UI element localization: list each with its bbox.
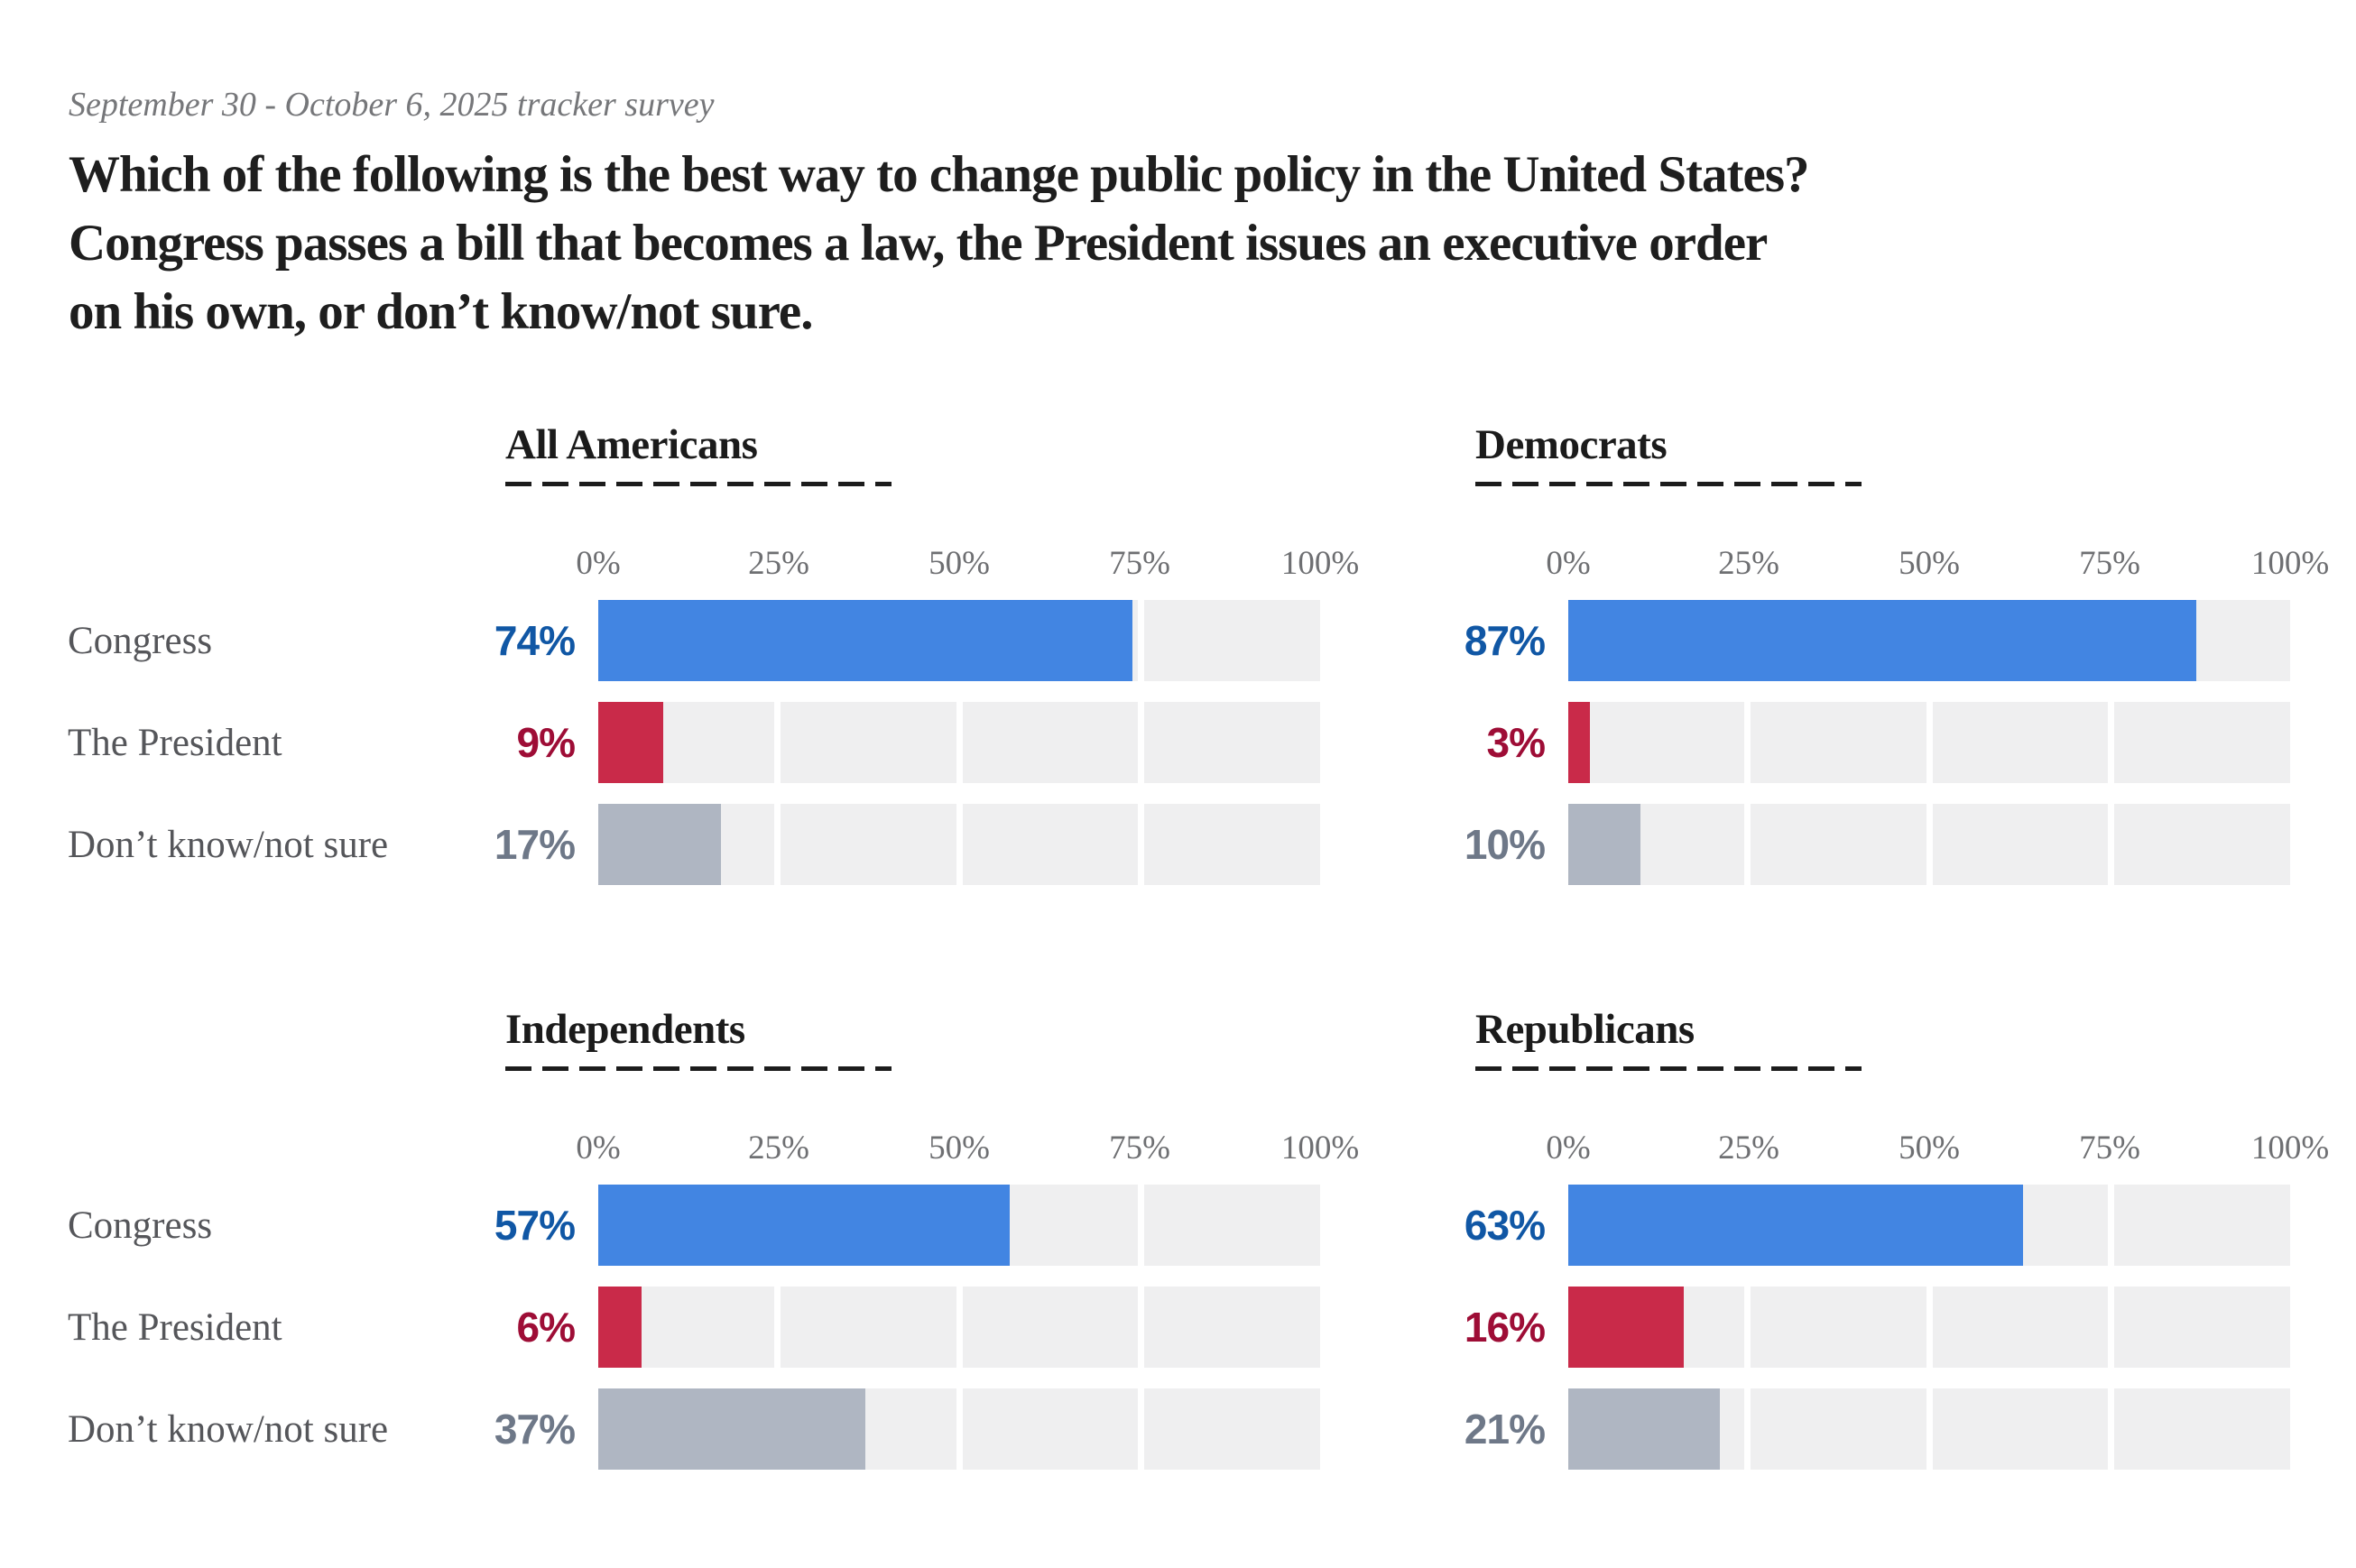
bar-row-president: The President 6% — [68, 1287, 1320, 1368]
question-headline: Which of the following is the best way t… — [69, 141, 1810, 346]
bar-dont-know — [1568, 1388, 1720, 1470]
bar-track — [598, 600, 1320, 681]
survey-date-subtitle: September 30 - October 6, 2025 tracker s… — [69, 86, 715, 124]
chart-title: Democrats — [1475, 421, 1668, 468]
bar-track — [598, 804, 1320, 885]
value-label: 6% — [516, 1304, 576, 1351]
bar-track — [1568, 702, 2290, 783]
axis-tick: 0% — [576, 545, 621, 582]
title-dashed-underline — [505, 1066, 892, 1071]
value-label: 63% — [1464, 1202, 1546, 1249]
bar-congress — [598, 600, 1132, 681]
category-label: Congress — [68, 1204, 213, 1247]
question-line-2: Congress passes a bill that becomes a la… — [69, 215, 1768, 272]
bar-congress — [598, 1185, 1010, 1266]
question-line-3: on his own, or don’t know/not sure. — [69, 283, 813, 340]
value-label: 17% — [494, 821, 576, 868]
chart-republicans: Republicans 0% 25% 50% 75% 100% 63% 16% … — [1439, 1006, 2329, 1470]
axis-tick: 50% — [1899, 1130, 1960, 1167]
bar-rows: 87% 3% 10% — [1439, 600, 2290, 885]
x-axis: 0% 25% 50% 75% 100% — [576, 1129, 1359, 1168]
category-label: Don’t know/not sure — [68, 823, 389, 866]
x-axis: 0% 25% 50% 75% 100% — [1546, 1129, 2329, 1168]
chart-all-americans: All Americans 0% 25% 50% 75% 100% Congre… — [68, 421, 1359, 885]
axis-tick: 75% — [1109, 1130, 1170, 1167]
axis-tick: 100% — [2250, 1130, 2330, 1167]
bar-track — [598, 702, 1320, 783]
chart-democrats: Democrats 0% 25% 50% 75% 100% 87% 3% 10% — [1439, 421, 2329, 885]
category-label: Don’t know/not sure — [68, 1407, 389, 1451]
bar-rows: Congress 74% The President 9% Don’t know… — [68, 600, 1320, 885]
value-label: 10% — [1464, 821, 1546, 868]
bar-track — [1568, 804, 2290, 885]
bar-row-dont-know: Don’t know/not sure 17% — [68, 804, 1320, 885]
bar-row-dont-know: 10% — [1439, 804, 2290, 885]
axis-tick: 25% — [748, 545, 809, 582]
chart-title: All Americans — [505, 421, 758, 468]
value-label: 16% — [1464, 1304, 1546, 1351]
bar-row-president: The President 9% — [68, 702, 1320, 783]
bar-president — [598, 1287, 642, 1368]
bar-row-congress: 63% — [1439, 1185, 2290, 1266]
bar-row-congress: Congress 57% — [68, 1185, 1320, 1266]
bar-rows: Congress 57% The President 6% Don’t know… — [68, 1185, 1320, 1470]
title-dashed-underline — [1475, 482, 1862, 486]
bar-congress — [1568, 1185, 2023, 1266]
bar-track — [1568, 600, 2290, 681]
axis-tick: 75% — [2079, 1130, 2140, 1167]
value-label: 9% — [516, 719, 576, 766]
question-line-1: Which of the following is the best way t… — [69, 146, 1810, 203]
axis-tick: 100% — [1280, 545, 1360, 582]
title-dashed-underline — [505, 482, 892, 486]
value-label: 87% — [1464, 617, 1546, 664]
bar-dont-know — [598, 1388, 865, 1470]
bar-dont-know — [1568, 804, 1640, 885]
bar-rows: 63% 16% 21% — [1439, 1185, 2290, 1470]
bar-track — [598, 1287, 1320, 1368]
bar-track — [598, 1185, 1320, 1266]
bar-row-president: 16% — [1439, 1287, 2290, 1368]
category-label: The President — [68, 721, 282, 764]
axis-tick: 0% — [1546, 545, 1591, 582]
bar-track — [1568, 1388, 2290, 1470]
axis-tick: 0% — [1546, 1130, 1591, 1167]
axis-tick: 50% — [929, 545, 990, 582]
bar-row-congress: Congress 74% — [68, 600, 1320, 681]
bar-track — [598, 1388, 1320, 1470]
bar-track — [1568, 1185, 2290, 1266]
bar-row-president: 3% — [1439, 702, 2290, 783]
bar-track — [1568, 1287, 2290, 1368]
title-dashed-underline — [1475, 1066, 1862, 1071]
axis-tick: 25% — [1718, 1130, 1779, 1167]
bar-president — [598, 702, 663, 783]
bar-congress — [1568, 600, 2196, 681]
chart-independents: Independents 0% 25% 50% 75% 100% Congres… — [68, 1006, 1359, 1470]
value-label: 21% — [1464, 1406, 1546, 1453]
value-label: 74% — [494, 617, 576, 664]
chart-title: Independents — [505, 1006, 745, 1053]
axis-tick: 25% — [748, 1130, 809, 1167]
value-label: 3% — [1486, 719, 1546, 766]
category-label: Congress — [68, 619, 213, 662]
axis-tick: 50% — [929, 1130, 990, 1167]
x-axis: 0% 25% 50% 75% 100% — [576, 544, 1359, 584]
bar-row-congress: 87% — [1439, 600, 2290, 681]
bar-dont-know — [598, 804, 721, 885]
bar-president — [1568, 1287, 1684, 1368]
axis-tick: 25% — [1718, 545, 1779, 582]
axis-tick: 75% — [1109, 545, 1170, 582]
bar-row-dont-know: 21% — [1439, 1388, 2290, 1470]
x-axis: 0% 25% 50% 75% 100% — [1546, 544, 2329, 584]
axis-tick: 100% — [1280, 1130, 1360, 1167]
value-label: 37% — [494, 1406, 576, 1453]
value-label: 57% — [494, 1202, 576, 1249]
axis-tick: 50% — [1899, 545, 1960, 582]
category-label: The President — [68, 1305, 282, 1349]
bar-president — [1568, 702, 1590, 783]
chart-title: Republicans — [1475, 1006, 1695, 1053]
axis-tick: 100% — [2250, 545, 2330, 582]
axis-tick: 0% — [576, 1130, 621, 1167]
bar-row-dont-know: Don’t know/not sure 37% — [68, 1388, 1320, 1470]
axis-tick: 75% — [2079, 545, 2140, 582]
